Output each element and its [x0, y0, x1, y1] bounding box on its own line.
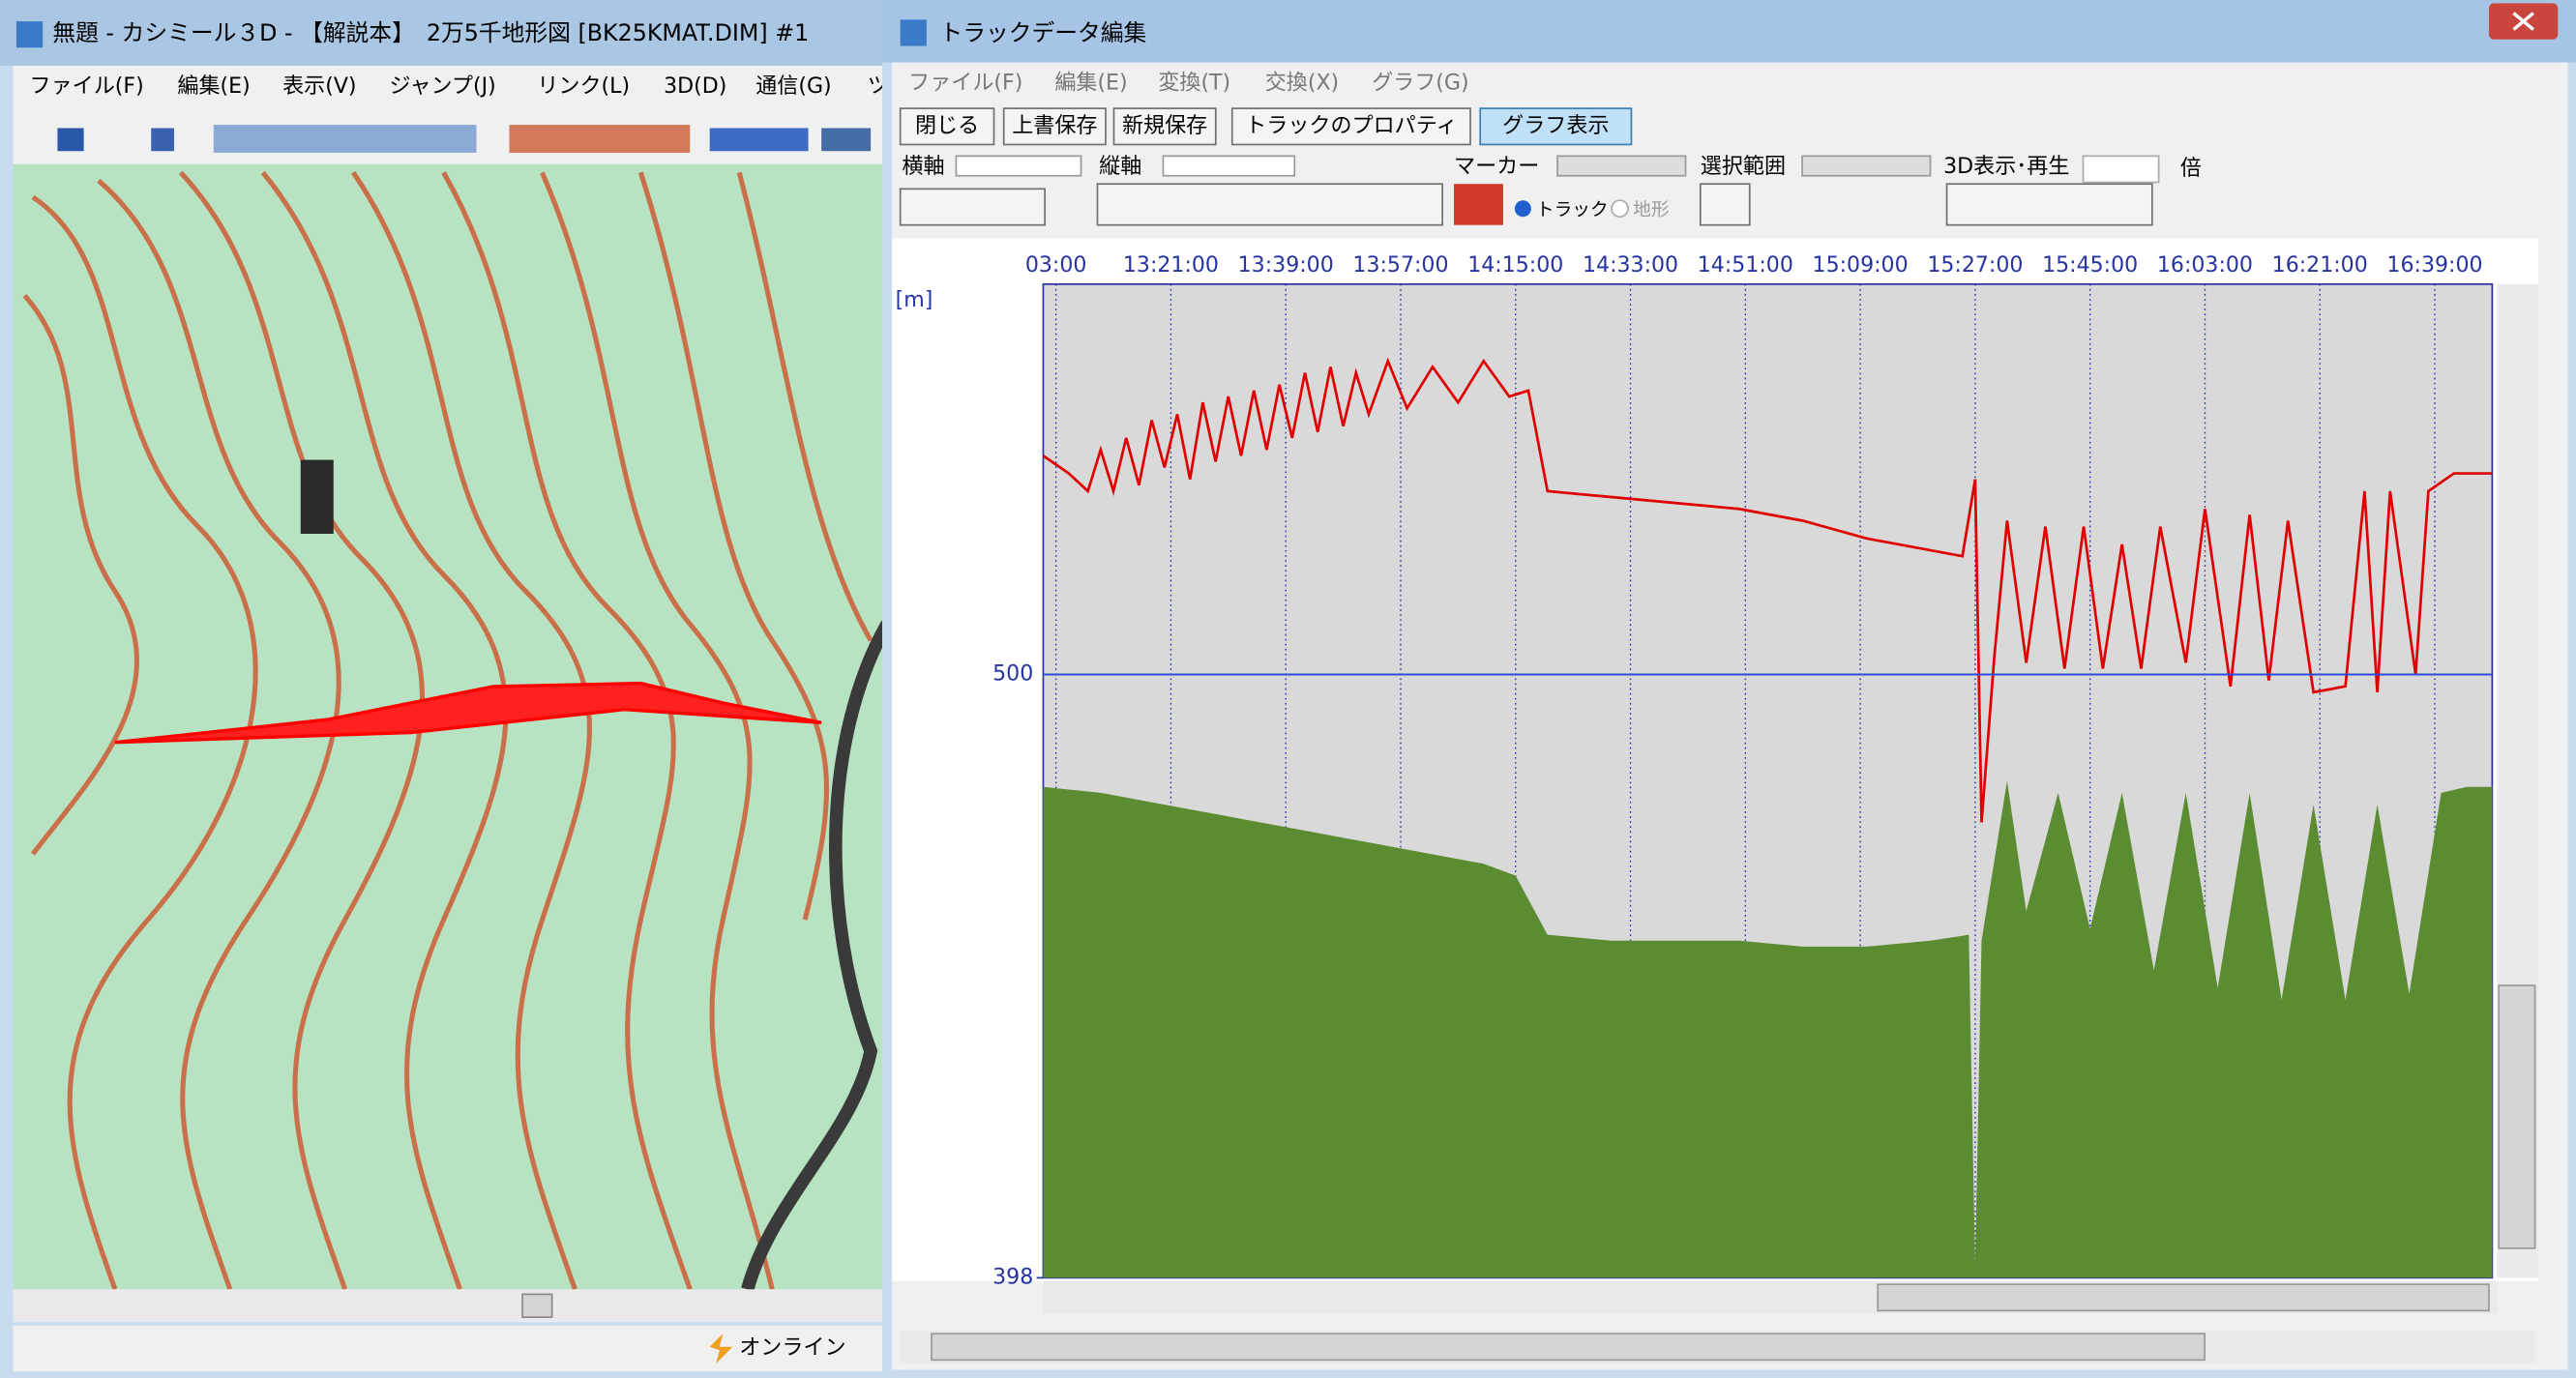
map-symbol — [301, 460, 334, 534]
icon[interactable] — [821, 128, 871, 151]
window-title: 無題 - カシミール３D - 【解説本】 2万5千地形図 [BK25KMAT.D… — [52, 19, 809, 46]
y-tick-label: 500 — [992, 662, 1033, 687]
menu-item[interactable]: 通信(G) — [755, 74, 831, 99]
y-unit: [m] — [896, 288, 933, 312]
scroll-thumb[interactable] — [522, 1294, 552, 1317]
toolbar-label: 選択範囲 — [1701, 155, 1786, 179]
icon[interactable] — [151, 128, 174, 151]
range-button[interactable] — [1701, 184, 1750, 224]
icon[interactable] — [57, 128, 83, 151]
icon-group[interactable] — [509, 125, 690, 153]
menu-item[interactable]: ファイル(F) — [908, 72, 1022, 96]
toolbar-label: 横軸 — [902, 155, 944, 179]
x-tick-label: 13:57:00 — [1352, 253, 1448, 278]
toolbar-label: マーカー — [1454, 155, 1539, 179]
slider[interactable] — [956, 156, 1081, 175]
menu-item[interactable]: 編集(E) — [177, 74, 250, 99]
x-tick-label: 16:39:00 — [2386, 253, 2482, 278]
x-tick-label: 16:21:00 — [2272, 253, 2368, 278]
button-label: トラックのプロパティ — [1245, 114, 1457, 138]
button-label: グラフ表示 — [1502, 114, 1609, 138]
x-tick-label: 16:03:00 — [2157, 253, 2253, 278]
radio-selected[interactable] — [1515, 200, 1531, 217]
x-tick-label: 15:45:00 — [2042, 253, 2138, 278]
icon-group[interactable] — [1097, 184, 1442, 224]
x-tick-label: 14:33:00 — [1583, 253, 1678, 278]
icon-group[interactable] — [710, 128, 809, 151]
slider[interactable] — [1163, 156, 1294, 175]
icon-group[interactable] — [214, 125, 477, 153]
window-title: トラックデータ編集 — [939, 19, 1146, 46]
status-text: オンライン — [739, 1335, 845, 1360]
x-tick-label: 15:27:00 — [1927, 253, 2023, 278]
speed-unit: 倍 — [2180, 157, 2202, 181]
x-tick-label: 13:21:00 — [1123, 253, 1219, 278]
icon-group[interactable] — [901, 189, 1045, 224]
right-window: トラックデータ編集 ファイル(F) 編集(E) 変換(T) 交換(X) グラフ(G) 閉… — [882, 0, 2576, 1378]
x-tick-label: 14:15:00 — [1467, 253, 1563, 278]
slider[interactable] — [1557, 156, 1685, 175]
screen: 無題 - カシミール３D - 【解説本】 2万5千地形図 [BK25KMAT.D… — [0, 0, 2576, 1378]
marker-button[interactable] — [1454, 184, 1503, 224]
slider[interactable] — [1802, 156, 1930, 175]
app-icon — [901, 19, 927, 45]
menu-item[interactable]: 3D(D) — [664, 74, 726, 99]
scroll-thumb[interactable] — [1878, 1284, 2489, 1310]
menu-item[interactable]: ジャンプ(J) — [390, 74, 496, 99]
speed-box[interactable] — [2083, 156, 2158, 182]
menu-item[interactable]: 編集(E) — [1054, 72, 1127, 96]
menu-item[interactable]: ファイル(F) — [30, 74, 144, 99]
x-tick-label: 03:00 — [1025, 253, 1087, 278]
button-label: 上書保存 — [1012, 114, 1097, 138]
radio-label: トラック — [1536, 200, 1609, 220]
left-window: 無題 - カシミール３D - 【解説本】 2万5千地形図 [BK25KMAT.D… — [0, 0, 889, 1378]
x-tick-label: 13:39:00 — [1238, 253, 1334, 278]
radio-label: 地形 — [1633, 200, 1670, 220]
y-tick-label: 398 — [992, 1265, 1033, 1289]
x-tick-label: 15:09:00 — [1813, 253, 1909, 278]
x-tick-label: 14:51:00 — [1698, 253, 1793, 278]
radio[interactable] — [1612, 200, 1628, 217]
playback-buttons[interactable] — [1947, 184, 2152, 224]
menu-item[interactable]: 表示(V) — [282, 74, 356, 99]
scroll-thumb[interactable] — [2499, 985, 2534, 1248]
menu-item[interactable]: グラフ(G) — [1372, 72, 1468, 96]
scroll-thumb[interactable] — [932, 1334, 2205, 1360]
button-label: 閉じる — [915, 114, 979, 138]
toolbar-label: 縦軸 — [1099, 155, 1141, 179]
menu-item[interactable]: 交換(X) — [1265, 72, 1339, 96]
menu-item[interactable]: リンク(L) — [537, 74, 630, 99]
menu-item[interactable]: 変換(T) — [1158, 72, 1230, 96]
toolbar-label: 3D表示･再生 — [1943, 155, 2069, 179]
app-icon — [16, 21, 43, 47]
h-scrollbar[interactable] — [14, 1289, 888, 1322]
button-label: 新規保存 — [1122, 114, 1207, 138]
